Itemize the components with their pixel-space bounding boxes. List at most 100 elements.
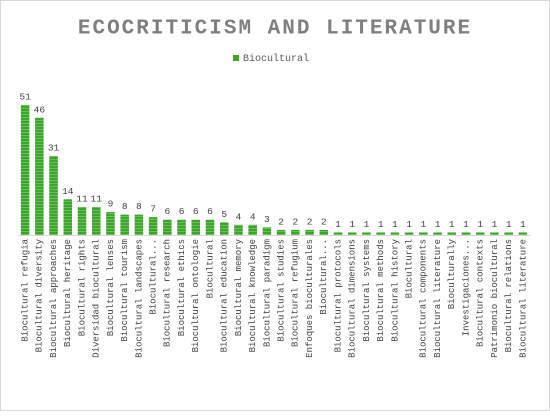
data-label: 6	[207, 206, 213, 217]
bar	[333, 232, 343, 235]
x-tick-label: Patrimonio biocultural	[490, 239, 500, 358]
legend-label: Biocultural	[243, 53, 309, 65]
data-label: 1	[435, 219, 441, 230]
data-label: 1	[406, 219, 412, 230]
x-tick-label: Biocultural research	[163, 239, 173, 347]
x-tick-label: Biocultural tourism	[120, 239, 130, 342]
bar	[518, 232, 528, 235]
bar	[319, 229, 329, 235]
data-label: 8	[122, 201, 128, 212]
x-tick-label: Biocultural literature	[433, 239, 443, 358]
data-label: 4	[236, 211, 242, 222]
x-tick-label: Biocultural ethics	[177, 239, 187, 336]
bar	[362, 232, 371, 235]
x-tick-label: Biocultural components	[419, 239, 429, 358]
data-label: 11	[91, 193, 103, 204]
x-tick-label: Biocultural	[205, 239, 215, 298]
bar	[433, 232, 442, 235]
x-tick-label: Biocultural contexts	[476, 239, 486, 347]
x-tick-label: Biocultural...	[319, 239, 329, 315]
data-label: 1	[420, 219, 426, 230]
x-tick-label: Biocultural studies	[276, 239, 286, 342]
x-tick-label: Biocultural landscapes	[134, 239, 144, 358]
bar	[347, 232, 357, 235]
x-tick-label: Biocultural literature	[518, 239, 528, 358]
bar	[490, 232, 499, 235]
bar	[191, 219, 201, 235]
data-label: 1	[492, 219, 498, 230]
x-tick-label: Biocultural paradigm	[262, 239, 272, 347]
x-tick-label: Bioculturally	[447, 238, 457, 309]
x-tick-label: Biocultural protocols	[333, 239, 343, 352]
x-tick-label: Biocultural diversity	[35, 238, 45, 352]
bar	[475, 232, 485, 235]
data-label: 11	[76, 193, 88, 204]
x-tick-label: Biocultural knowledge	[248, 239, 258, 352]
x-tick-label: Biocultural systems	[362, 239, 372, 342]
bar	[219, 222, 229, 235]
data-label: 4	[250, 211, 256, 222]
legend-swatch	[233, 55, 239, 61]
bar	[148, 217, 158, 235]
bar	[504, 232, 513, 235]
bar	[234, 224, 243, 235]
data-label: 8	[136, 201, 142, 212]
x-tick-label: Biocultural ontologie	[191, 239, 201, 352]
x-tick-label: Enfoques bioculturales	[305, 239, 315, 358]
x-tick-label: Biocultural	[404, 239, 414, 298]
x-tick-label: Biocultural approaches	[49, 239, 59, 358]
chart-title: ECOCRITICISM AND LITERATURE	[78, 18, 472, 41]
x-tick-label: Biocultural relations	[504, 239, 514, 352]
data-label: 31	[48, 142, 60, 153]
data-label: 1	[335, 219, 341, 230]
bar	[77, 206, 87, 235]
data-label: 3	[264, 214, 270, 225]
bar	[91, 206, 101, 235]
bar	[205, 219, 215, 235]
x-tick-label: Biocultural memory	[234, 238, 244, 336]
x-tick-label: Biocultural refugium	[291, 239, 301, 347]
data-label: 7	[150, 204, 156, 215]
bar	[63, 199, 73, 235]
data-label: 1	[392, 219, 398, 230]
data-label: 51	[19, 92, 31, 103]
data-label: 2	[307, 216, 313, 227]
x-tick-label: Biocultural rights	[77, 239, 87, 336]
x-tick-label: Biocultural refugia	[20, 238, 30, 341]
data-label: 2	[292, 216, 298, 227]
data-label: 46	[34, 104, 46, 115]
x-tick-label: Investigaciones...	[461, 239, 471, 336]
bar	[262, 227, 272, 235]
data-label: 1	[449, 219, 455, 230]
bar	[134, 214, 144, 235]
bar	[177, 219, 186, 235]
x-tick-label: Biocultural methods	[376, 239, 386, 342]
x-tick-label: Biocultural lenses	[106, 239, 116, 336]
x-tick-label: Biocultural dimensions	[348, 239, 358, 358]
x-tick-label: Biocultural education	[220, 239, 230, 352]
data-label: 1	[463, 219, 469, 230]
x-tick-label: Biocultural...	[148, 239, 158, 315]
bar	[291, 229, 300, 235]
bar	[163, 219, 172, 235]
data-label: 5	[221, 209, 227, 220]
x-tick-label: Diversidad biocultural	[92, 239, 102, 358]
bar	[376, 232, 385, 235]
data-label: 1	[349, 219, 355, 230]
bar	[106, 212, 115, 235]
data-label: 2	[321, 216, 327, 227]
bar	[49, 155, 58, 235]
data-label: 9	[108, 199, 114, 210]
data-label: 6	[179, 206, 185, 217]
data-label: 1	[378, 219, 384, 230]
bar	[419, 232, 428, 235]
data-label: 2	[278, 216, 284, 227]
x-tick-label: Biocultural heritage	[63, 239, 73, 347]
bar	[120, 214, 129, 235]
x-tick-label: Biocultural history	[390, 238, 400, 341]
bar	[35, 117, 44, 235]
bar	[276, 229, 286, 235]
data-label: 14	[62, 186, 74, 197]
